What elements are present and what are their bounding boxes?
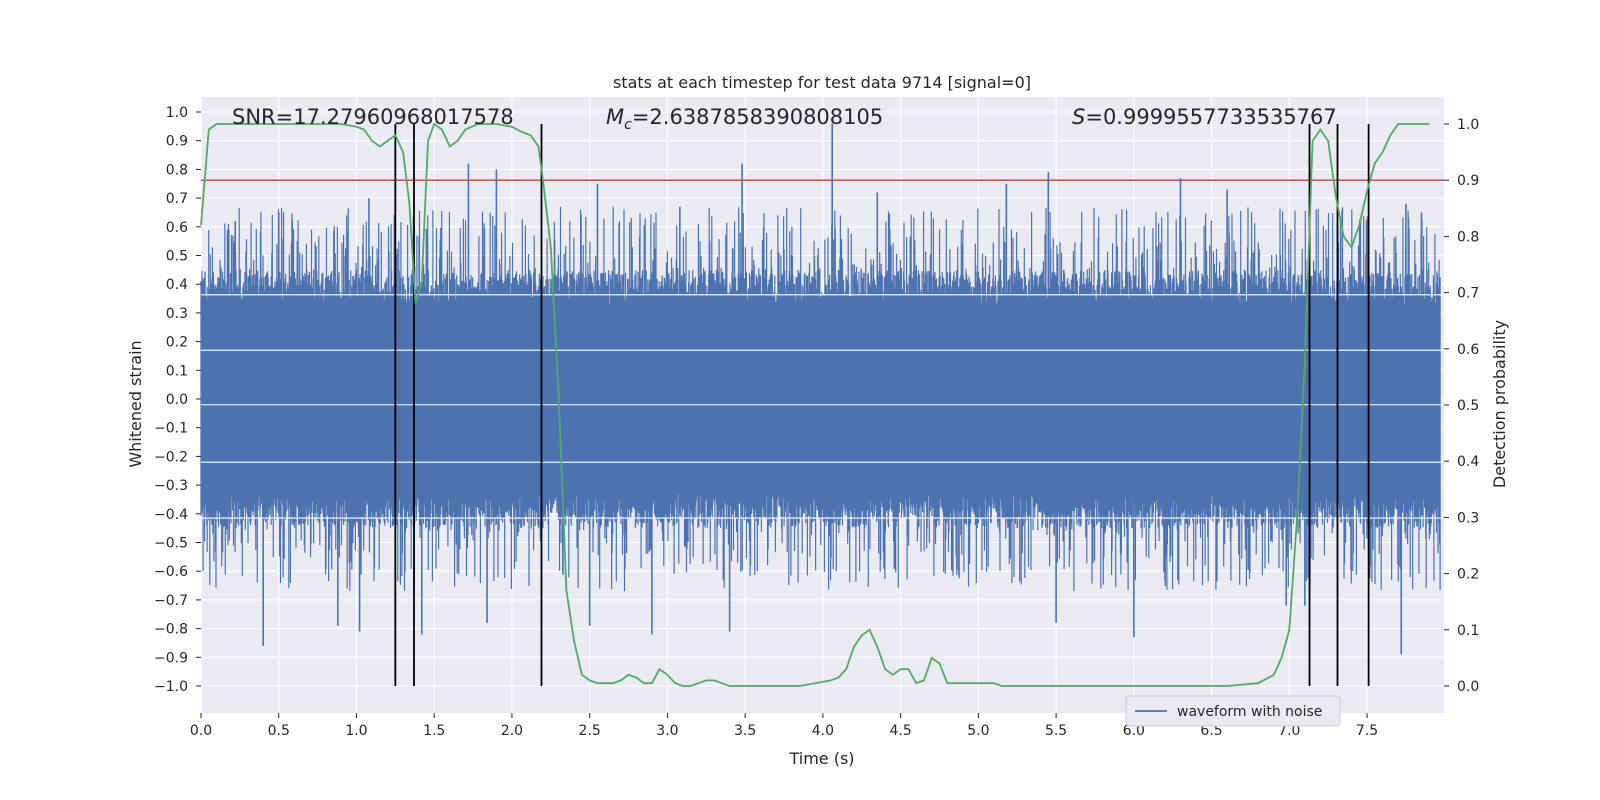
y-right-tick-label: 0.2 <box>1457 567 1479 583</box>
x-tick-label: 5.0 <box>967 723 989 739</box>
y-left-tick-label: 0.6 <box>166 220 188 236</box>
x-tick-label: 3.5 <box>734 723 756 739</box>
x-tick-label: 2.0 <box>501 723 523 739</box>
y-left-tick-label: 0.8 <box>166 162 188 178</box>
y-left-axis-ticks: 1.0 0.9 0.8 0.7 0.6 0.5 0.4 0.3 0.2 0.1 0.0 −0.1 −0.… <box>154 105 201 695</box>
x-tick-label: 7.0 <box>1278 723 1300 739</box>
y-left-tick-label: 0.1 <box>166 363 188 379</box>
y-right-tick-label: 0.1 <box>1457 623 1479 639</box>
x-axis-ticks: 0.0 0.5 1.0 1.5 2.0 2.5 3.0 3.5 4.0 4.5 5.0 5.5 6.0 6… <box>190 713 1378 739</box>
y-left-tick-label: 0.5 <box>166 249 188 265</box>
y-right-tick-label: 0.0 <box>1457 679 1479 695</box>
y-left-tick-label: −0.2 <box>154 449 188 465</box>
x-tick-label: 4.5 <box>889 723 911 739</box>
y-right-tick-label: 0.8 <box>1457 229 1479 245</box>
legend: waveform with noise <box>1125 695 1341 727</box>
s-annotation: S=0.9999557733535767 <box>1072 105 1337 129</box>
vertical-markers <box>394 124 1370 686</box>
y-left-tick-label: 0.4 <box>166 277 188 293</box>
y-right-tick-label: 0.7 <box>1457 286 1479 302</box>
legend-box <box>1125 695 1341 727</box>
y-left-tick-label: 0.7 <box>166 191 188 207</box>
chart-title: stats at each timestep for test data 971… <box>613 73 1031 92</box>
probability-line <box>200 122 1430 687</box>
x-tick-label: 0.5 <box>268 723 290 739</box>
x-tick-label: 6.0 <box>1123 723 1145 739</box>
y-right-axis-ticks: 1.0 0.9 0.8 0.7 0.6 0.5 0.4 0.3 0.2 0.1 0.0 <box>1444 117 1479 695</box>
chirp-mass-value: =2.6387858390808105 <box>632 105 883 129</box>
y-left-tick-label: −0.5 <box>154 536 188 552</box>
x-tick-label: 4.0 <box>812 723 834 739</box>
y-left-tick-label: 0.9 <box>166 134 188 150</box>
x-tick-label: 3.0 <box>656 723 678 739</box>
y-left-tick-label: 0.2 <box>166 335 188 351</box>
y-left-tick-label: −0.4 <box>154 507 188 523</box>
y-left-tick-label: −0.6 <box>154 564 188 580</box>
y-left-tick-label: −0.3 <box>154 478 188 494</box>
y-right-tick-label: 0.6 <box>1457 342 1479 358</box>
y-right-axis-label: Detection probability <box>1490 320 1509 488</box>
x-tick-label: 2.5 <box>579 723 601 739</box>
waveform-series <box>200 123 1444 655</box>
probability-series <box>200 122 1430 687</box>
y-right-tick-label: 0.4 <box>1457 454 1479 470</box>
x-tick-label: 7.5 <box>1356 723 1378 739</box>
x-axis-label: Time (s) <box>788 749 854 768</box>
chirp-mass-annotation: Mc=2.6387858390808105 <box>606 105 883 133</box>
y-right-tick-label: 1.0 <box>1457 117 1479 133</box>
y-right-tick-label: 0.3 <box>1457 510 1479 526</box>
x-tick-label: 1.5 <box>423 723 445 739</box>
y-left-tick-label: 1.0 <box>166 105 188 121</box>
y-left-tick-label: 0.3 <box>166 306 188 322</box>
y-left-tick-label: −0.9 <box>154 650 188 666</box>
y-left-tick-label: −0.7 <box>154 593 188 609</box>
y-left-tick-label: 0.0 <box>166 392 188 408</box>
x-tick-label: 0.0 <box>190 723 212 739</box>
y-right-tick-label: 0.5 <box>1457 398 1479 414</box>
s-value: =0.9999557733535767 <box>1085 105 1336 129</box>
x-tick-label: 5.5 <box>1045 723 1067 739</box>
snr-annotation: SNR=17.27960968017578 <box>232 105 514 129</box>
x-tick-label: 1.0 <box>345 723 367 739</box>
y-left-axis-label: Whitened strain <box>126 340 145 467</box>
y-left-tick-label: −1.0 <box>154 679 188 695</box>
y-right-tick-label: 0.9 <box>1457 173 1479 189</box>
legend-label: waveform with noise <box>1177 704 1322 720</box>
y-left-tick-label: −0.8 <box>154 622 188 638</box>
y-left-tick-label: −0.1 <box>154 421 188 437</box>
x-tick-label: 6.5 <box>1200 723 1222 739</box>
